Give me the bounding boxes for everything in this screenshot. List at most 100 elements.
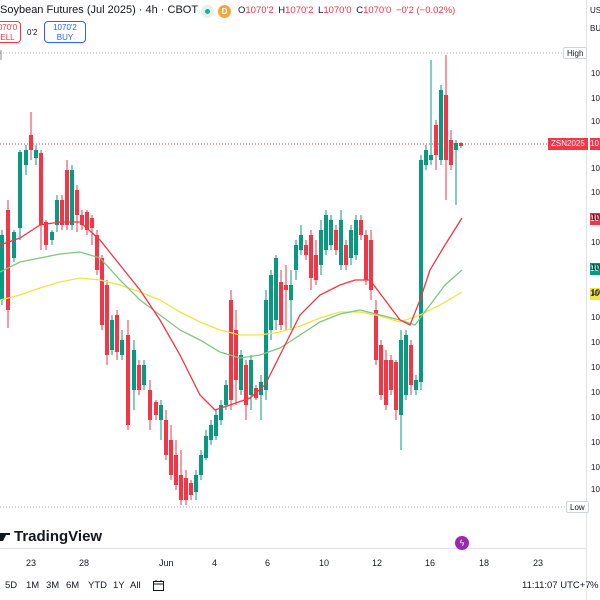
candle-body	[289, 285, 293, 300]
sell-button[interactable]: 070'0 ELL	[0, 21, 21, 43]
ohlc-low-value: 1070'0	[323, 5, 352, 16]
candle-body	[199, 455, 203, 475]
low-tag: Low	[566, 501, 589, 513]
candle-body	[164, 420, 168, 455]
candle-body	[239, 355, 243, 390]
candle-body	[349, 230, 353, 258]
price-axis-label: 10	[591, 164, 600, 173]
candle-body	[169, 440, 173, 475]
candle-body	[29, 135, 33, 150]
price-axis-label: 10	[591, 263, 600, 272]
range-button-ytd[interactable]: YTD	[88, 580, 107, 591]
candle-body	[6, 210, 10, 310]
ohlc-change: −0'2 (−0.02%)	[395, 5, 456, 16]
candle-body	[184, 478, 188, 500]
delayed-data-icon[interactable]: D	[218, 5, 231, 18]
candle-body	[44, 222, 48, 245]
candle-body	[264, 300, 268, 390]
candle-body	[384, 360, 388, 405]
candle-body	[234, 330, 238, 380]
lightning-icon[interactable]: ϟ	[455, 536, 469, 550]
candle-body	[194, 475, 198, 492]
candle-body	[80, 215, 84, 225]
time-axis-separator	[0, 548, 586, 549]
range-button-3m[interactable]: 3M	[46, 580, 60, 591]
candle-body	[439, 90, 443, 160]
tradingview-logo-icon	[0, 533, 10, 541]
candle-body	[120, 340, 124, 355]
candle-body	[354, 220, 358, 255]
price-chart[interactable]	[0, 0, 586, 548]
chart-header: Soybean Futures (Jul 2025) · 4h · CBOT D…	[0, 0, 590, 50]
bu-label[interactable]: BU	[590, 24, 600, 33]
calendar-icon[interactable]	[153, 580, 164, 591]
candle-body	[229, 300, 233, 400]
candle-body	[50, 232, 54, 240]
ohlc-open-value: 1070'2	[245, 5, 274, 16]
ohlc-high-key: H	[278, 5, 286, 16]
candle-body	[209, 425, 213, 440]
candle-body	[274, 258, 278, 320]
sell-label: ELL	[0, 33, 15, 42]
candle-body	[429, 155, 433, 160]
buy-button[interactable]: 1070'2 BUY	[44, 21, 86, 43]
candle-body	[115, 315, 119, 352]
candle-body	[204, 436, 208, 458]
spread-value: 0'2	[27, 28, 38, 37]
price-axis-label: 10	[591, 438, 600, 447]
range-button-6m[interactable]: 6M	[66, 580, 80, 591]
candle-body	[179, 475, 183, 500]
percent-toggle[interactable]: %	[590, 580, 599, 591]
price-axis-label: 10	[591, 485, 600, 494]
range-button-5d[interactable]: 5D	[5, 580, 18, 591]
time-axis-label: 23	[26, 558, 37, 568]
clock[interactable]: 11:11:07 UTC+7	[522, 580, 591, 591]
range-button-1m[interactable]: 1M	[26, 580, 40, 591]
candle-body	[148, 390, 152, 420]
ohlc-high-value: 1070'2	[285, 5, 314, 16]
price-axis-label: 10	[591, 188, 600, 197]
price-axis-label: 10	[591, 363, 600, 372]
candle-body	[95, 235, 99, 270]
price-axis-label: 10	[591, 69, 600, 78]
candle-body	[329, 220, 333, 245]
market-open-dot-icon[interactable]	[201, 5, 214, 18]
time-axis-label: 4	[212, 558, 218, 568]
candle-body	[414, 380, 418, 390]
ma-mid-axis-label: 10	[590, 263, 600, 275]
symbol-price-tag: ZSN2025	[548, 138, 588, 150]
candle-body	[70, 170, 74, 225]
candles-layer	[0, 55, 463, 505]
candle-body	[85, 212, 89, 230]
candle-body	[132, 350, 136, 390]
candle-body	[419, 160, 423, 382]
candle-body	[324, 215, 328, 250]
candle-body	[154, 402, 158, 415]
symbol-title[interactable]: Soybean Futures (Jul 2025) · 4h · CBOT	[0, 4, 199, 16]
time-axis-label: 12	[372, 558, 383, 568]
range-button-all[interactable]: All	[130, 580, 141, 591]
ma-fast-line	[0, 217, 463, 411]
candle-body	[34, 150, 38, 158]
candle-body	[142, 365, 146, 385]
ma-fast-axis-label: 10	[590, 213, 600, 225]
last-price-axis-label: 10	[590, 138, 600, 150]
candle-body	[304, 245, 308, 255]
candle-body	[100, 258, 104, 325]
candle-body	[65, 170, 69, 225]
candle-body	[334, 230, 338, 250]
tradingview-logo[interactable]: TradingView	[0, 528, 102, 545]
candle-body	[369, 240, 373, 290]
candle-body	[214, 415, 218, 436]
candle-body	[12, 232, 16, 258]
candle-body	[39, 153, 43, 225]
candle-body	[409, 345, 413, 385]
sell-price: 070'0	[0, 23, 18, 32]
range-button-1y[interactable]: 1Y	[113, 580, 125, 591]
time-axis-label: 16	[425, 558, 436, 568]
time-axis-label: 6	[265, 558, 271, 568]
currency-label[interactable]: US	[590, 6, 600, 15]
buy-price: 1070'2	[53, 23, 77, 32]
ohlc-readout: O1070'2 H1070'2 L1070'0 C1070'0 −0'2 (−0…	[238, 5, 457, 16]
candle-body	[224, 385, 228, 405]
